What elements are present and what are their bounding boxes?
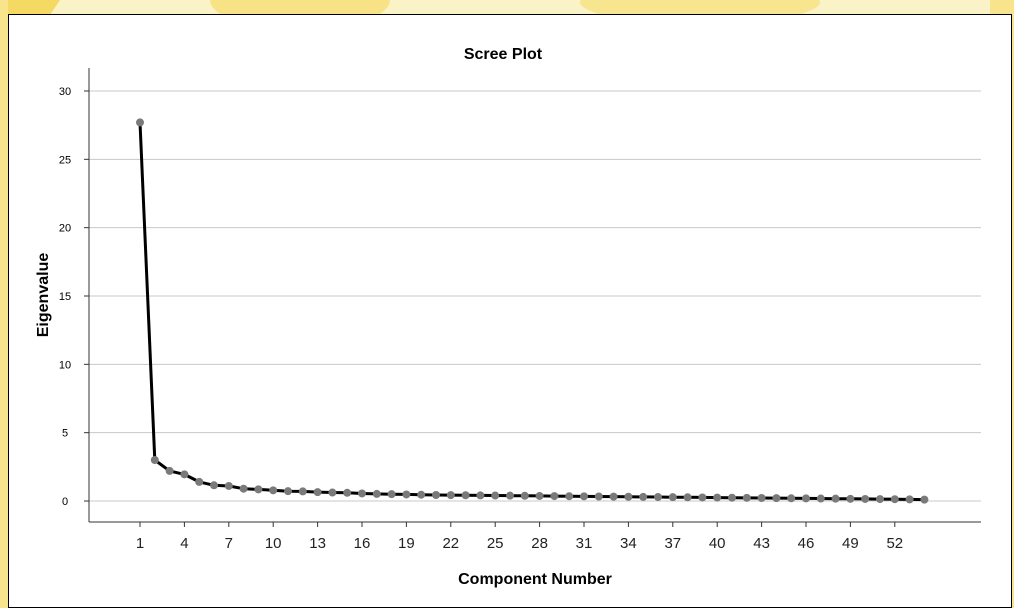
data-point-30 [565,492,574,501]
data-point-14 [328,488,337,497]
data-point-50 [861,494,870,503]
data-point-17 [372,489,381,498]
data-point-43 [757,493,766,502]
data-point-33 [609,492,618,501]
x-axis-title: Component Number [458,571,612,588]
chart-title: Scree Plot [464,46,543,63]
gridlines [89,90,981,502]
data-point-2 [150,456,159,464]
data-point-9 [254,485,263,494]
data-point-3 [165,466,174,475]
data-point-37 [668,493,677,502]
data-point-32 [594,492,603,501]
data-point-44 [772,494,781,503]
x-tick-label-1: 1 [136,535,144,552]
data-point-45 [787,494,796,503]
y-tick-label-10: 10 [59,359,71,371]
x-tick-label-34: 34 [620,535,637,552]
data-point-29 [550,492,559,501]
data-point-31 [580,492,588,501]
chart-frame [8,14,1012,608]
x-tick-label-10: 10 [265,535,282,552]
data-point-53 [905,495,914,504]
axes [88,68,981,523]
data-point-25 [491,491,500,500]
x-tick-label-46: 46 [798,535,815,552]
data-point-13 [313,488,322,497]
data-point-22 [446,491,455,500]
data-point-21 [432,490,440,499]
x-tick-label-25: 25 [487,535,504,552]
data-point-15 [343,488,352,497]
data-point-28 [535,491,544,500]
eigenvalue-series [136,118,929,504]
x-tick-label-31: 31 [576,535,593,552]
y-tick-label-15: 15 [59,291,71,303]
data-point-11 [284,487,292,496]
data-point-4 [180,470,189,479]
x-tick-label-49: 49 [842,535,859,552]
data-point-38 [683,493,692,502]
data-point-47 [816,494,825,503]
data-point-20 [417,490,426,499]
x-tick-label-19: 19 [398,535,415,552]
y-axis-title: Eigenvalue [35,253,52,338]
x-tick-label-4: 4 [180,535,188,552]
x-tick-labels: 1 4 7 10 13 16 19 22 25 28 31 34 37 40 43 46 49 52 [136,522,903,552]
x-tick-label-37: 37 [664,535,681,552]
y-tick-label-25: 25 [59,154,71,166]
data-point-52 [890,495,899,504]
data-point-35 [639,492,648,501]
x-tick-label-28: 28 [531,535,548,552]
data-point-24 [476,491,485,500]
data-point-36 [654,493,662,502]
x-tick-label-22: 22 [442,535,459,552]
data-point-42 [742,493,751,502]
data-point-49 [846,494,855,503]
y-tick-label-30: 30 [59,86,71,98]
data-point-41 [728,493,736,502]
data-point-12 [298,487,307,496]
data-point-54 [920,495,929,504]
data-point-46 [802,494,810,503]
data-point-48 [831,494,840,503]
data-point-6 [210,481,218,490]
x-tick-label-16: 16 [354,535,371,552]
y-tick-label-5: 5 [62,428,68,440]
x-tick-label-7: 7 [225,535,233,552]
data-point-34 [624,492,633,501]
data-point-51 [876,495,884,504]
x-tick-label-43: 43 [753,535,770,552]
data-point-10 [269,486,278,495]
data-point-27 [520,491,529,500]
y-tick-label-20: 20 [59,223,71,235]
y-tick-labels: 0 5 10 15 20 25 30 [59,86,89,508]
data-point-18 [387,490,396,499]
data-point-16 [358,489,366,498]
data-point-40 [713,493,722,502]
data-point-8 [239,484,248,493]
x-tick-label-13: 13 [309,535,326,552]
y-tick-label-0: 0 [62,496,68,508]
x-tick-label-52: 52 [886,535,903,552]
data-point-26 [506,491,514,500]
data-point-39 [698,493,707,502]
data-point-1 [136,118,144,127]
series-line [138,122,925,502]
data-point-5 [195,477,204,486]
data-point-19 [402,490,411,499]
x-tick-label-40: 40 [709,535,726,552]
data-point-23 [461,491,470,500]
data-point-7 [224,481,233,490]
